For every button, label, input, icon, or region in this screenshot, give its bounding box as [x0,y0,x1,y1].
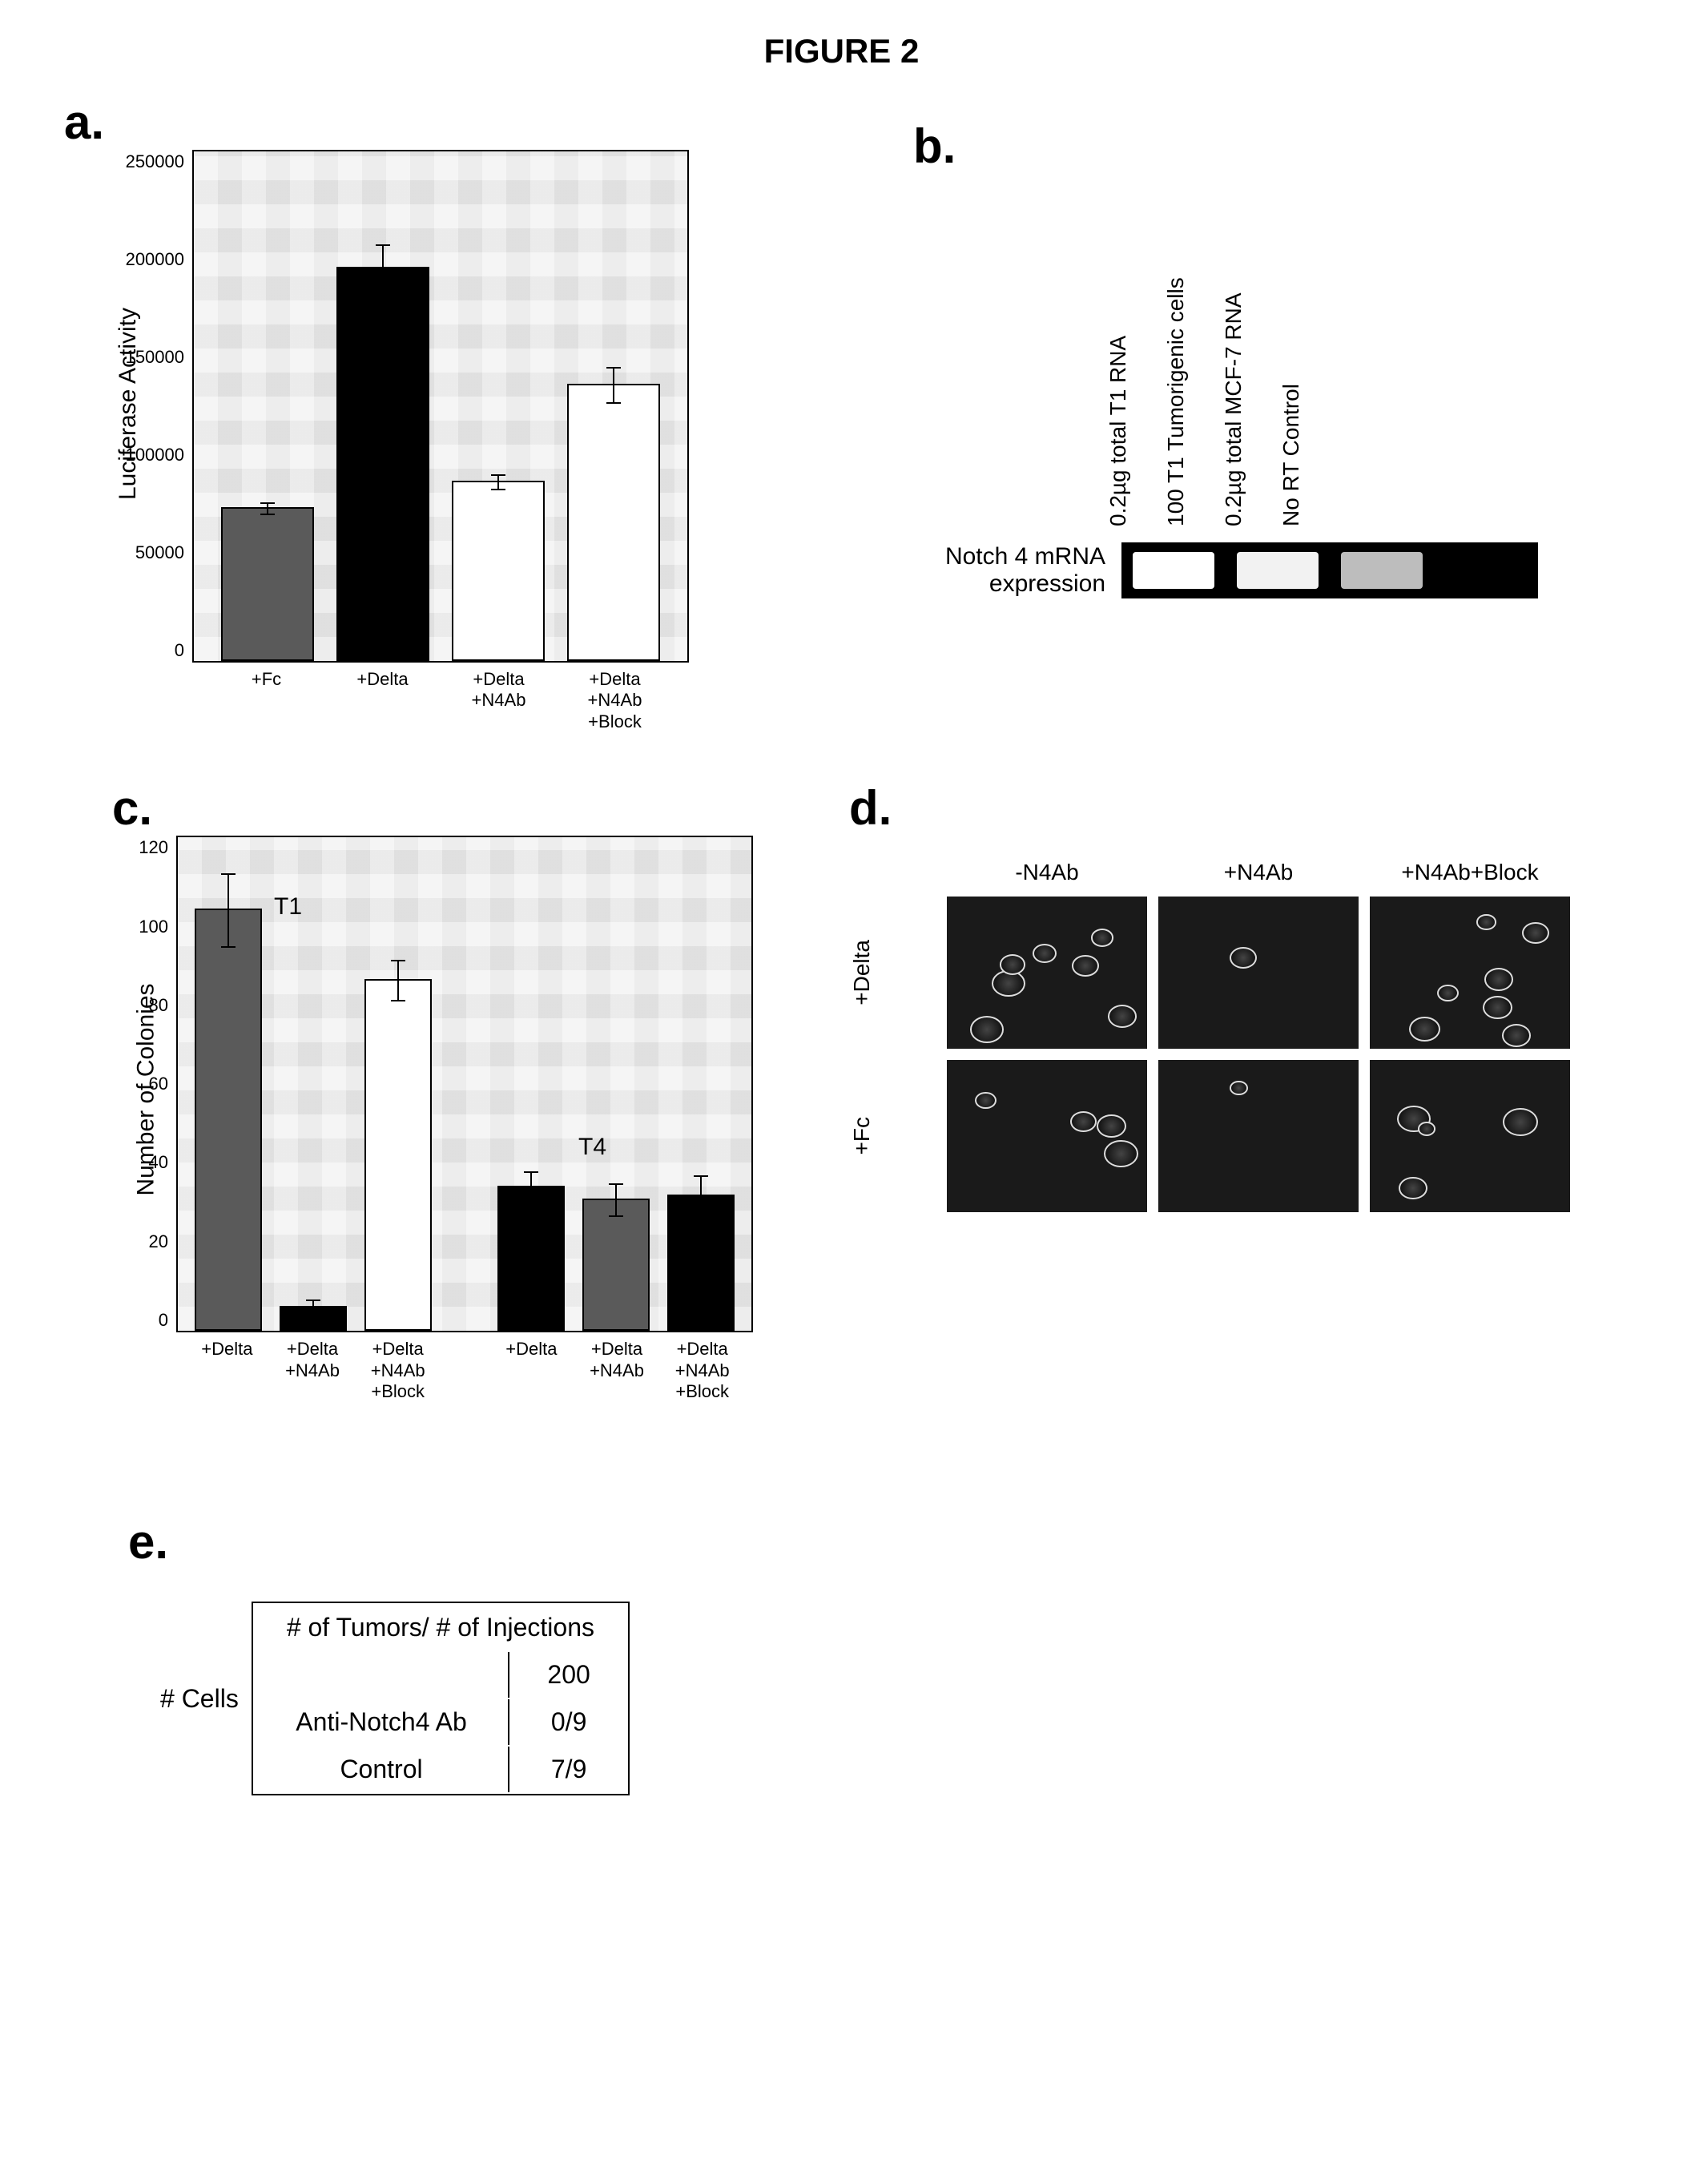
gel-title: Notch 4 mRNA expression [881,543,1121,598]
chart-c-plot: 120100806040200 T1T4 [176,836,753,1332]
chart-c-ytick: 100 [139,917,168,937]
micrograph-col-header: -N4Ab [947,860,1147,885]
gel-band [1237,552,1319,589]
chart-a-bar [567,384,659,661]
chart-c-xlabel: +Delta +N4Ab +Block [659,1339,745,1402]
chart-c-ytick: 40 [149,1152,168,1173]
chart-a-plot: 250000200000150000100000500000 [192,150,689,663]
chart-a-bar [336,267,429,661]
chart-a-xlabel: +Delta +N4Ab +Block [557,669,673,732]
micrograph [1370,897,1570,1049]
micrograph-col-header: +N4Ab+Block [1370,860,1570,885]
chart-a-ytick: 50000 [135,542,184,563]
figure-title: FIGURE 2 [64,32,1619,71]
chart-a-xlabel: +Fc [208,669,324,732]
chart-c-xlabel: +Delta [184,1339,270,1402]
table-col2-header: 200 [511,1652,626,1698]
gel-lane-label: 0.2µg total T1 RNA [1089,222,1147,526]
chart-a-bar [221,507,313,661]
chart-a-bar [452,481,544,661]
chart-a-ytick: 0 [175,640,184,661]
chart-c-xlabel: +Delta +N4Ab +Block [355,1339,441,1402]
chart-c-bar [582,1199,650,1331]
micrograph [1370,1060,1570,1212]
micrograph-grid: -N4Ab +N4Ab +N4Ab+Block +Delta +Fc [849,860,1570,1212]
chart-c-xlabel: +Delta [489,1339,574,1402]
gel-band [1341,552,1423,589]
chart-c-group-label: T4 [578,1134,606,1161]
chart-c-ytick: 60 [149,1074,168,1094]
panel-c-label: c. [112,780,785,836]
chart-a-ytick: 100000 [126,445,184,465]
micrograph-row-header: +Fc [849,1117,936,1154]
chart-c-bar [364,979,433,1331]
table-side-label: # Cells [160,1684,252,1714]
table-row-value: 0/9 [511,1699,626,1745]
panel-d-label: d. [849,780,1570,836]
chart-c-xlabel: +Delta +N4Ab [270,1339,356,1402]
chart-c-ytick: 120 [139,837,168,858]
chart-c-ytick: 80 [149,995,168,1016]
gel-strip [1121,542,1538,598]
table-row-label: Anti-Notch4 Ab [255,1699,509,1745]
panel-e-label: e. [128,1514,1619,1569]
gel-lane-label: 100 T1 Tumorigenic cells [1147,222,1205,526]
chart-c-bar [497,1186,566,1331]
chart-a-xlabel: +Delta +N4Ab [441,669,557,732]
micrograph [947,1060,1147,1212]
micrograph [947,897,1147,1049]
table-row-value: 7/9 [511,1747,626,1792]
micrograph-col-header: +N4Ab [1158,860,1359,885]
gel-lane-label: No RT Control [1262,222,1320,526]
chart-a-ytick: 150000 [126,347,184,368]
table-row-label: Control [255,1747,509,1792]
micrograph [1158,897,1359,1049]
chart-a-xlabel: +Delta [324,669,441,732]
micrograph [1158,1060,1359,1212]
gel-lane-label: 0.2µg total MCF-7 RNA [1205,222,1262,526]
chart-c-xlabel: +Delta +N4Ab [574,1339,660,1402]
results-table: # of Tumors/ # of Injections 200 Anti-No… [252,1602,630,1795]
panel-b-label: b. [913,119,1538,174]
table-header: # of Tumors/ # of Injections [255,1605,626,1650]
gel-band [1133,552,1214,589]
panel-a-label: a. [64,95,785,150]
chart-c-bar [280,1306,348,1331]
chart-a-ytick: 250000 [126,151,184,172]
chart-c-ytick: 0 [159,1310,168,1331]
chart-c-group-label: T1 [274,893,302,921]
chart-c-bar [195,909,263,1331]
micrograph-row-header: +Delta [849,940,936,1005]
chart-a-ytick: 200000 [126,249,184,270]
chart-c-bar [667,1195,735,1332]
chart-c-ytick: 20 [149,1231,168,1252]
